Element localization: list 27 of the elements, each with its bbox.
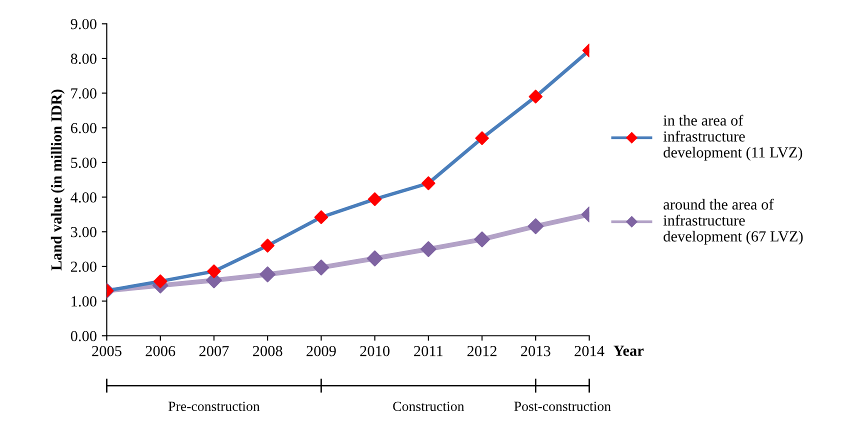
legend-label: in the area of infrastructure development (11 LVZ): [663, 114, 802, 161]
legend-label: around the area of infrastructure development (67 LVZ): [663, 198, 803, 245]
x-tick-label: 2009: [306, 346, 336, 356]
y-tick-label: 4.00: [70, 192, 96, 203]
y-tick-label: 7.00: [71, 88, 96, 99]
y-tick-label: 2.00: [70, 262, 96, 272]
x-tick-label: 2005: [92, 346, 122, 356]
x-tick-label: 2013: [521, 346, 550, 356]
y-tick-label: 1.00: [72, 296, 96, 307]
x-tick-label: 2007: [199, 346, 229, 356]
y-tick-label: 9.00: [70, 18, 96, 30]
x-tick-label: 2011: [414, 346, 442, 356]
y-tick-label: 6.00: [70, 122, 96, 134]
y-tick-label: 8.00: [70, 54, 96, 64]
x-tick-label: 2010: [360, 346, 390, 356]
x-tick-label: 2008: [252, 346, 282, 356]
y-tick-label: 5.00: [71, 158, 96, 168]
x-tick-label: 2014: [574, 346, 604, 356]
text: Pre-construction: [168, 402, 260, 412]
x-tick-label: 2006: [146, 346, 176, 356]
y-axis-title: Land value (in million IDR): [50, 90, 65, 270]
text: Construction: [393, 402, 464, 412]
y-tick-label: 3.00: [71, 226, 96, 238]
y-tick-label: 0.00: [70, 330, 96, 342]
x-axis-title: Year: [614, 346, 644, 356]
x-tick-label: 2012: [467, 346, 496, 356]
text: Post-construction: [514, 402, 611, 412]
